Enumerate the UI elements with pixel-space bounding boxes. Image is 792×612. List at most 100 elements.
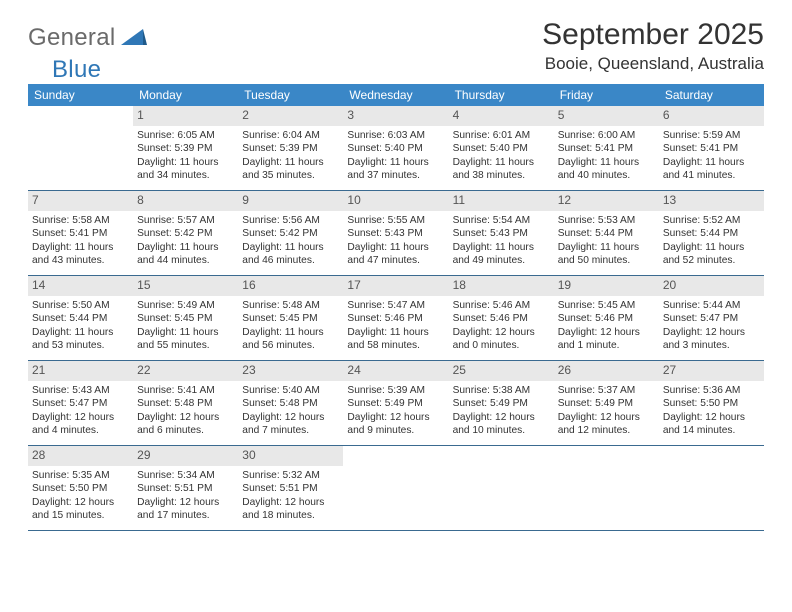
sunset-text: Sunset: 5:47 PM [663,312,760,325]
week-row: 14Sunrise: 5:50 AMSunset: 5:44 PMDayligh… [28,276,764,361]
day-cell: . [28,106,133,190]
sunset-text: Sunset: 5:50 PM [32,482,129,495]
daylight-text: Daylight: 12 hours and 10 minutes. [453,411,550,438]
day-cell: 6Sunrise: 5:59 AMSunset: 5:41 PMDaylight… [659,106,764,190]
week-row: 7Sunrise: 5:58 AMSunset: 5:41 PMDaylight… [28,191,764,276]
sunset-text: Sunset: 5:46 PM [347,312,444,325]
sunset-text: Sunset: 5:50 PM [663,397,760,410]
day-cell: 12 Sunrise: 5:53 AMSunset: 5:44 PMDayligh… [554,191,659,275]
sunset-text: Sunset: 5:41 PM [558,142,655,155]
weekday-header-row: SundayMondayTuesdayWednesdayThursdayFrid… [28,84,764,106]
day-number: 8 [133,191,238,211]
sunset-text: Sunset: 5:45 PM [242,312,339,325]
day-cell: 1Sunrise: 6:05 AMSunset: 5:39 PMDaylight… [133,106,238,190]
sunset-text: Sunset: 5:48 PM [137,397,234,410]
day-number: 6 [659,106,764,126]
sunrise-text: Sunrise: 5:44 AM [663,299,760,312]
sunset-text: Sunset: 5:49 PM [558,397,655,410]
calendar: SundayMondayTuesdayWednesdayThursdayFrid… [28,84,764,531]
daylight-text: Daylight: 11 hours and 49 minutes. [453,241,550,268]
daylight-text: Daylight: 12 hours and 4 minutes. [32,411,129,438]
sunrise-text: Sunrise: 5:53 AM [558,214,655,227]
day-number: 5 [554,106,659,126]
sunrise-text: Sunrise: 5:50 AM [32,299,129,312]
sunrise-text: Sunrise: 5:37 AM [558,384,655,397]
daylight-text: Daylight: 12 hours and 14 minutes. [663,411,760,438]
daylight-text: Daylight: 11 hours and 58 minutes. [347,326,444,353]
sunset-text: Sunset: 5:47 PM [32,397,129,410]
daylight-text: Daylight: 11 hours and 53 minutes. [32,326,129,353]
daylight-text: Daylight: 11 hours and 41 minutes. [663,156,760,183]
daylight-text: Daylight: 11 hours and 40 minutes. [558,156,655,183]
day-cell: 25 Sunrise: 5:38 AMSunset: 5:49 PMDayligh… [449,361,554,445]
sunrise-text: Sunrise: 5:38 AM [453,384,550,397]
day-cell: 2Sunrise: 6:04 AMSunset: 5:39 PMDaylight… [238,106,343,190]
sunrise-text: Sunrise: 6:04 AM [242,129,339,142]
daylight-text: Daylight: 11 hours and 44 minutes. [137,241,234,268]
day-number: 1 [133,106,238,126]
sunrise-text: Sunrise: 6:05 AM [137,129,234,142]
weekday-cell: Monday [133,84,238,106]
day-cell: 19Sunrise: 5:45 AMSunset: 5:46 PMDayligh… [554,276,659,360]
day-number: 13 [659,191,764,211]
day-number: 23 [238,361,343,381]
day-cell: 27Sunrise: 5:36 AMSunset: 5:50 PMDayligh… [659,361,764,445]
sunrise-text: Sunrise: 5:55 AM [347,214,444,227]
daylight-text: Daylight: 12 hours and 17 minutes. [137,496,234,523]
sunrise-text: Sunrise: 6:00 AM [558,129,655,142]
sunrise-text: Sunrise: 5:47 AM [347,299,444,312]
weeks-container: .1Sunrise: 6:05 AMSunset: 5:39 PMDayligh… [28,106,764,531]
daylight-text: Daylight: 11 hours and 47 minutes. [347,241,444,268]
weekday-cell: Wednesday [343,84,448,106]
header-row: General September 2025 Booie, Queensland… [28,18,764,74]
daylight-text: Daylight: 12 hours and 3 minutes. [663,326,760,353]
title-block: September 2025 Booie, Queensland, Austra… [542,18,764,74]
daylight-text: Daylight: 11 hours and 56 minutes. [242,326,339,353]
day-number: 24 [343,361,448,381]
sunset-text: Sunset: 5:42 PM [242,227,339,240]
sunset-text: Sunset: 5:49 PM [453,397,550,410]
day-cell: 14Sunrise: 5:50 AMSunset: 5:44 PMDayligh… [28,276,133,360]
sunset-text: Sunset: 5:48 PM [242,397,339,410]
sunset-text: Sunset: 5:43 PM [347,227,444,240]
daylight-text: Daylight: 11 hours and 37 minutes. [347,156,444,183]
day-number: 12 [554,191,659,211]
weekday-cell: Tuesday [238,84,343,106]
sunset-text: Sunset: 5:44 PM [558,227,655,240]
day-cell: 9Sunrise: 5:56 AMSunset: 5:42 PMDaylight… [238,191,343,275]
sunrise-text: Sunrise: 5:46 AM [453,299,550,312]
day-number: 15 [133,276,238,296]
sunrise-text: Sunrise: 5:57 AM [137,214,234,227]
day-number: 17 [343,276,448,296]
day-number: 7 [28,191,133,211]
day-cell: 5 Sunrise: 6:00 AMSunset: 5:41 PMDaylight… [554,106,659,190]
week-row: 28Sunrise: 5:35 AMSunset: 5:50 PMDayligh… [28,446,764,531]
day-number: 20 [659,276,764,296]
day-cell: 3Sunrise: 6:03 AMSunset: 5:40 PMDaylight… [343,106,448,190]
daylight-text: Daylight: 11 hours and 55 minutes. [137,326,234,353]
day-cell: 18Sunrise: 5:46 AMSunset: 5:46 PMDayligh… [449,276,554,360]
day-number: 16 [238,276,343,296]
day-number: 10 [343,191,448,211]
sunrise-text: Sunrise: 5:43 AM [32,384,129,397]
day-cell: 20 Sunrise: 5:44 AMSunset: 5:47 PMDayligh… [659,276,764,360]
day-cell: 11Sunrise: 5:54 AMSunset: 5:43 PMDayligh… [449,191,554,275]
day-cell: 10 Sunrise: 5:55 AMSunset: 5:43 PMDayligh… [343,191,448,275]
daylight-text: Daylight: 11 hours and 52 minutes. [663,241,760,268]
daylight-text: Daylight: 11 hours and 50 minutes. [558,241,655,268]
day-number: 29 [133,446,238,466]
day-cell: 8Sunrise: 5:57 AMSunset: 5:42 PMDaylight… [133,191,238,275]
day-number: 22 [133,361,238,381]
week-row: 21Sunrise: 5:43 AMSunset: 5:47 PMDayligh… [28,361,764,446]
sunrise-text: Sunrise: 5:52 AM [663,214,760,227]
daylight-text: Daylight: 12 hours and 18 minutes. [242,496,339,523]
logo-triangle-icon [121,27,147,50]
day-cell: . [449,446,554,530]
day-number: 4 [449,106,554,126]
day-cell: 13Sunrise: 5:52 AMSunset: 5:44 PMDayligh… [659,191,764,275]
day-cell: 4Sunrise: 6:01 AMSunset: 5:40 PMDaylight… [449,106,554,190]
day-number: 11 [449,191,554,211]
sunrise-text: Sunrise: 5:45 AM [558,299,655,312]
day-number: 25 [449,361,554,381]
sunrise-text: Sunrise: 5:54 AM [453,214,550,227]
